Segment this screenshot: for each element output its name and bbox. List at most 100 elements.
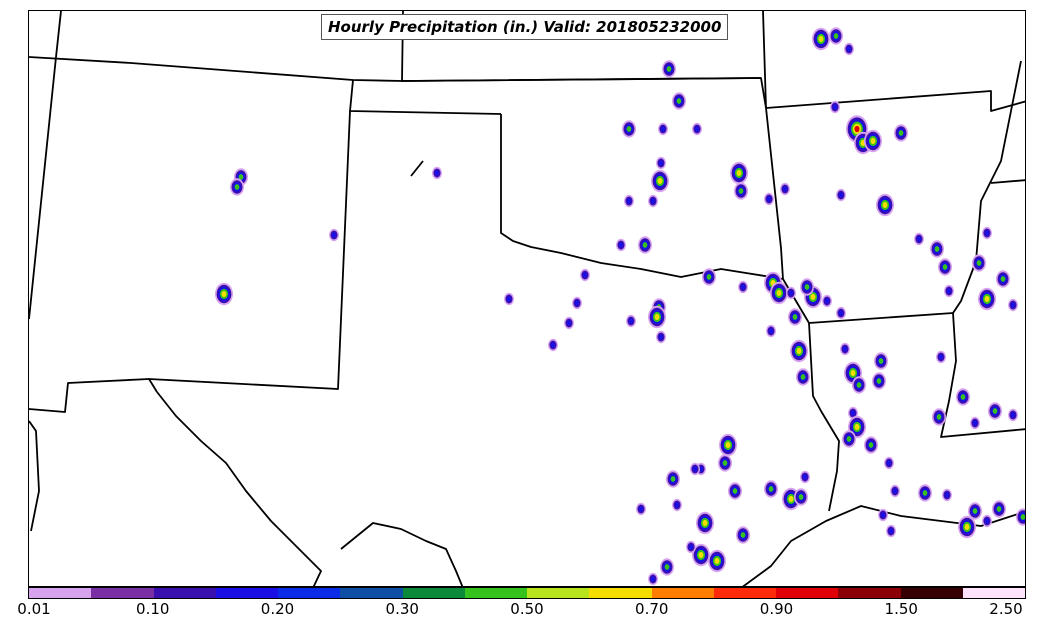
precip-contour	[650, 576, 656, 582]
precip-contour	[736, 169, 742, 177]
border-tn	[990, 179, 1025, 184]
precip-contour	[738, 188, 744, 194]
precip-cell	[842, 430, 856, 448]
precip-contour	[846, 436, 852, 442]
precip-contour	[934, 246, 940, 252]
precip-contour	[674, 502, 680, 508]
precip-cell	[648, 572, 658, 586]
precip-contour	[992, 408, 998, 414]
precip-contour	[702, 519, 708, 527]
precip-contour	[694, 126, 700, 132]
colorbar-segment-4	[278, 588, 341, 598]
border-nm-tx-west	[148, 110, 351, 393]
precip-cell	[658, 122, 668, 136]
border-ks-ok	[400, 77, 767, 109]
precip-cell	[794, 488, 808, 506]
precip-contour	[856, 382, 862, 388]
precip-contour	[221, 290, 227, 298]
precip-cell	[864, 436, 878, 454]
precip-contour	[832, 104, 838, 110]
colorbar-tick-label: 1.50	[884, 600, 918, 618]
precip-cell	[978, 287, 996, 311]
precip-contour	[618, 242, 624, 248]
precip-contour	[984, 295, 990, 303]
map-panel	[28, 10, 1026, 587]
precip-cell	[996, 270, 1010, 288]
precip-cell	[690, 462, 700, 476]
precip-cell	[890, 484, 900, 498]
border-ok-panhandle	[500, 114, 784, 280]
precip-cell	[626, 314, 636, 328]
colorbar-segment-8	[527, 588, 590, 598]
border-ut-co	[55, 11, 62, 58]
precip-contour	[768, 486, 774, 492]
colorbar-tick-label: 0.01	[17, 600, 51, 618]
precip-cell	[329, 228, 339, 242]
precip-cell	[938, 258, 952, 276]
precip-cell	[958, 515, 976, 539]
precip-cell	[622, 120, 636, 138]
precip-cell	[788, 308, 802, 326]
precip-contour	[698, 466, 704, 472]
precip-cell	[548, 338, 558, 352]
precip-cell	[1008, 298, 1018, 312]
precip-contour	[942, 264, 948, 270]
precip-contour	[880, 512, 886, 518]
precip-contour	[833, 33, 839, 39]
colorbar-segment-2	[153, 588, 216, 598]
precip-contour	[706, 274, 712, 280]
colorbar-segment-6	[402, 588, 465, 598]
precip-cell	[800, 278, 814, 296]
precip-contour	[714, 557, 720, 565]
precip-cell	[930, 240, 944, 258]
precip-contour	[960, 394, 966, 400]
precip-cell	[660, 558, 674, 576]
precip-contour	[658, 160, 664, 166]
precip-cell	[982, 514, 992, 528]
map-svg	[29, 11, 1025, 586]
precip-contour	[888, 528, 894, 534]
precip-cell	[719, 433, 737, 457]
precip-contour	[692, 466, 698, 472]
precip-contour	[916, 236, 922, 242]
precip-contour	[976, 260, 982, 266]
precip-contour	[788, 290, 794, 296]
precip-contour	[938, 354, 944, 360]
precip-contour	[876, 378, 882, 384]
precip-cell	[666, 470, 680, 488]
precip-cell	[894, 124, 908, 142]
precip-cell	[876, 193, 894, 217]
precip-colorbar	[28, 587, 1026, 599]
precip-cell	[648, 305, 666, 329]
precip-contour	[582, 272, 588, 278]
precip-contour	[1010, 412, 1016, 418]
colorbar-segment-10	[651, 588, 714, 598]
precip-contour	[766, 196, 772, 202]
precip-contour	[854, 423, 860, 431]
precip-contour	[850, 410, 856, 416]
precip-cell	[864, 129, 882, 153]
colorbar-segment-9	[589, 588, 652, 598]
precip-cell	[942, 488, 952, 502]
precip-cell	[764, 480, 778, 498]
precip-cell	[572, 296, 582, 310]
precip-cell	[992, 500, 1006, 518]
precip-cell	[636, 502, 646, 516]
precip-cell	[844, 42, 854, 56]
precip-contour	[1020, 514, 1025, 520]
precip-contour	[984, 230, 990, 236]
precip-cell	[662, 60, 676, 78]
colorbar-tick-label: 0.70	[635, 600, 669, 618]
precip-contour	[850, 369, 856, 377]
precip-contour	[740, 284, 746, 290]
precip-contour	[788, 495, 794, 503]
precip-contour	[550, 342, 556, 348]
colorbar-tick-label: 0.90	[759, 600, 794, 618]
precip-contour	[898, 130, 904, 136]
precip-cell	[692, 543, 710, 567]
border-co-nm	[349, 79, 502, 115]
precip-cell	[956, 388, 970, 406]
colorbar-tick-label: 2.50	[989, 600, 1023, 618]
precip-contour	[732, 488, 738, 494]
state-borders	[29, 11, 1025, 586]
